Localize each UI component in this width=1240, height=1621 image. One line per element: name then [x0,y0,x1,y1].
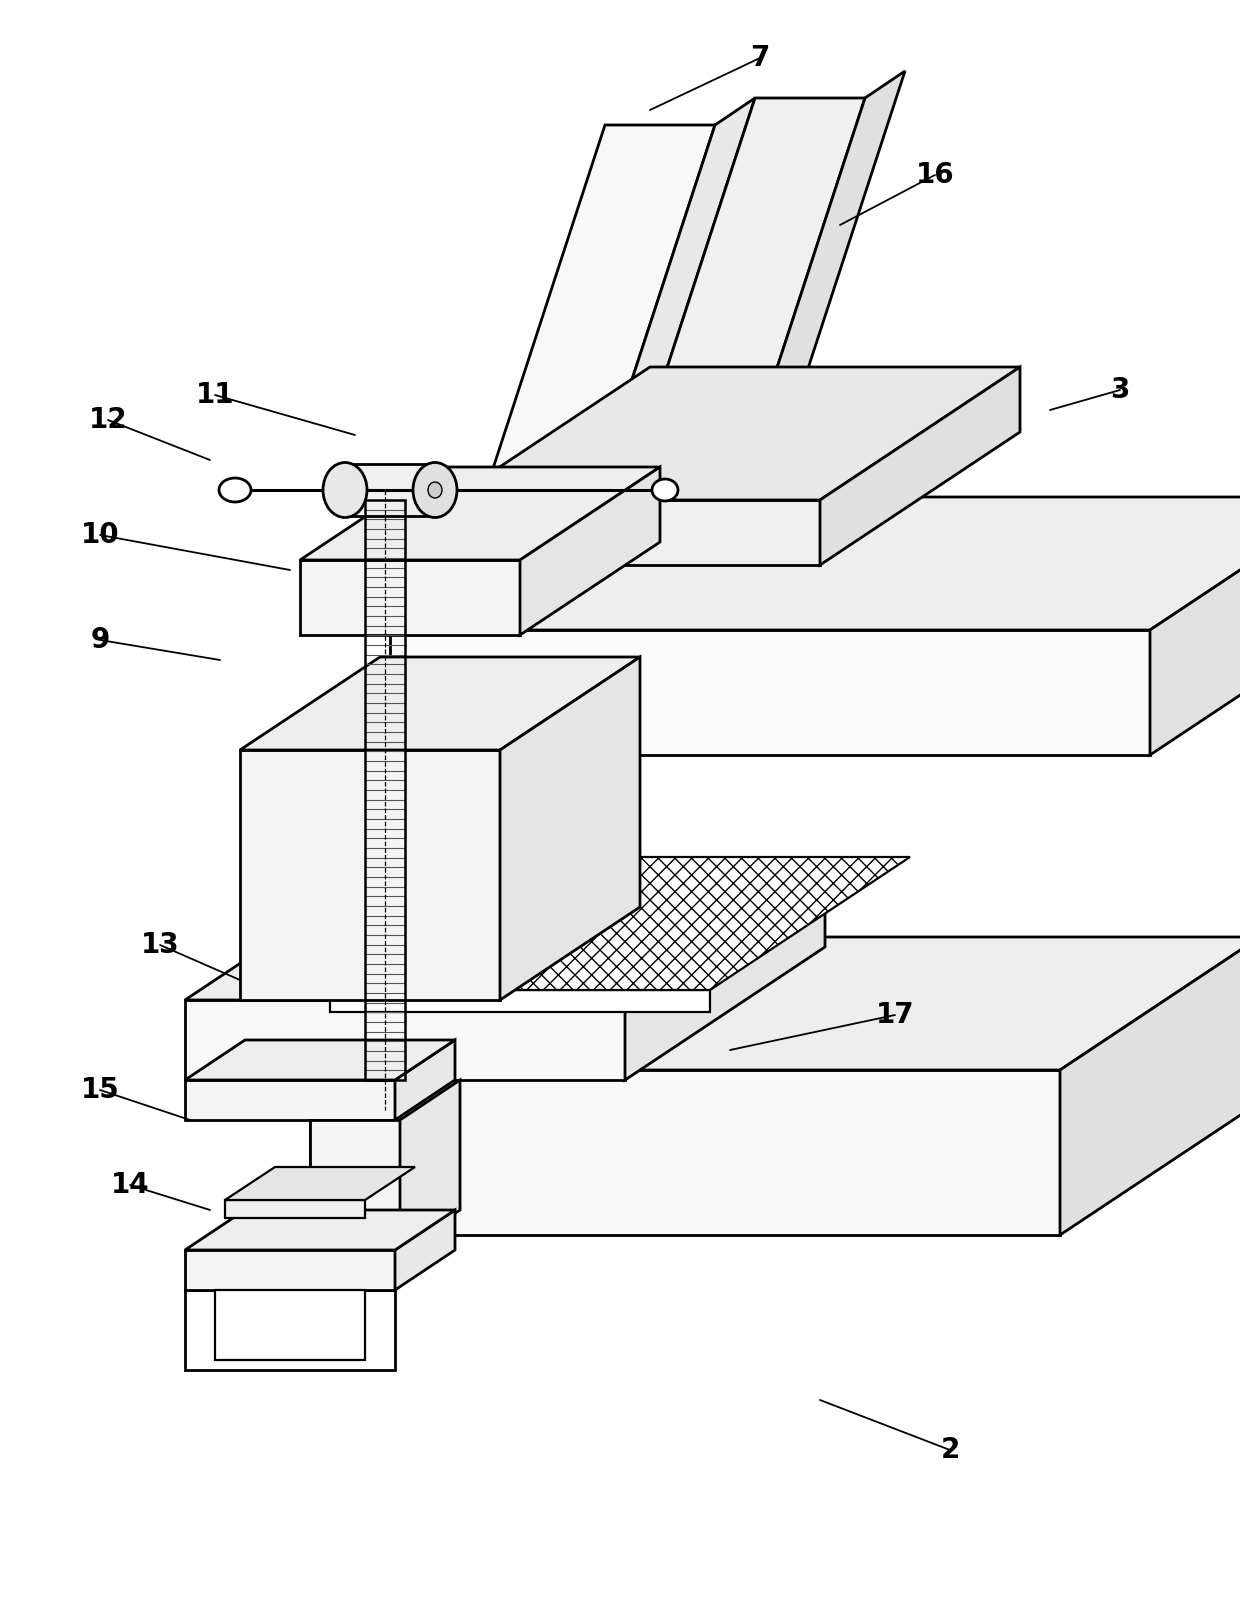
Polygon shape [820,366,1021,566]
Polygon shape [310,1120,401,1250]
Polygon shape [224,1200,365,1217]
Polygon shape [185,1290,396,1370]
Polygon shape [625,867,825,1080]
Polygon shape [391,631,1149,755]
Text: 17: 17 [875,1002,914,1029]
Polygon shape [310,937,1240,1070]
Polygon shape [215,1290,365,1360]
Polygon shape [241,751,500,1000]
Polygon shape [330,990,711,1012]
Polygon shape [455,125,715,585]
Polygon shape [1060,937,1240,1235]
Polygon shape [715,71,905,558]
Polygon shape [396,1209,455,1290]
Ellipse shape [428,481,441,498]
Polygon shape [396,1041,455,1120]
Text: 16: 16 [915,160,955,190]
Ellipse shape [219,478,250,503]
Polygon shape [185,1209,455,1250]
Text: 13: 13 [140,930,180,960]
Polygon shape [450,366,1021,499]
Polygon shape [401,1080,460,1250]
Polygon shape [185,867,825,1000]
Ellipse shape [322,462,367,517]
Polygon shape [185,1080,396,1120]
Polygon shape [185,1250,396,1290]
Text: 2: 2 [940,1436,960,1464]
Polygon shape [345,464,435,517]
Text: 12: 12 [89,405,128,434]
Text: 3: 3 [1110,376,1130,404]
Polygon shape [605,97,866,558]
Polygon shape [330,858,910,990]
Polygon shape [300,559,520,635]
Ellipse shape [413,462,458,517]
Polygon shape [300,467,660,559]
Polygon shape [391,498,1240,631]
Text: 14: 14 [110,1170,149,1200]
Polygon shape [224,1167,415,1200]
Ellipse shape [652,478,678,501]
Polygon shape [520,467,660,635]
Text: 7: 7 [750,44,770,71]
Polygon shape [241,657,640,751]
Polygon shape [450,499,820,566]
Polygon shape [185,1041,455,1080]
Text: 11: 11 [196,381,234,408]
Polygon shape [500,657,640,1000]
Text: 10: 10 [81,520,119,550]
Polygon shape [185,1000,625,1080]
Polygon shape [1149,498,1240,755]
Text: 15: 15 [81,1076,119,1104]
Text: 9: 9 [91,626,109,653]
Polygon shape [310,1070,1060,1235]
Polygon shape [565,97,755,585]
